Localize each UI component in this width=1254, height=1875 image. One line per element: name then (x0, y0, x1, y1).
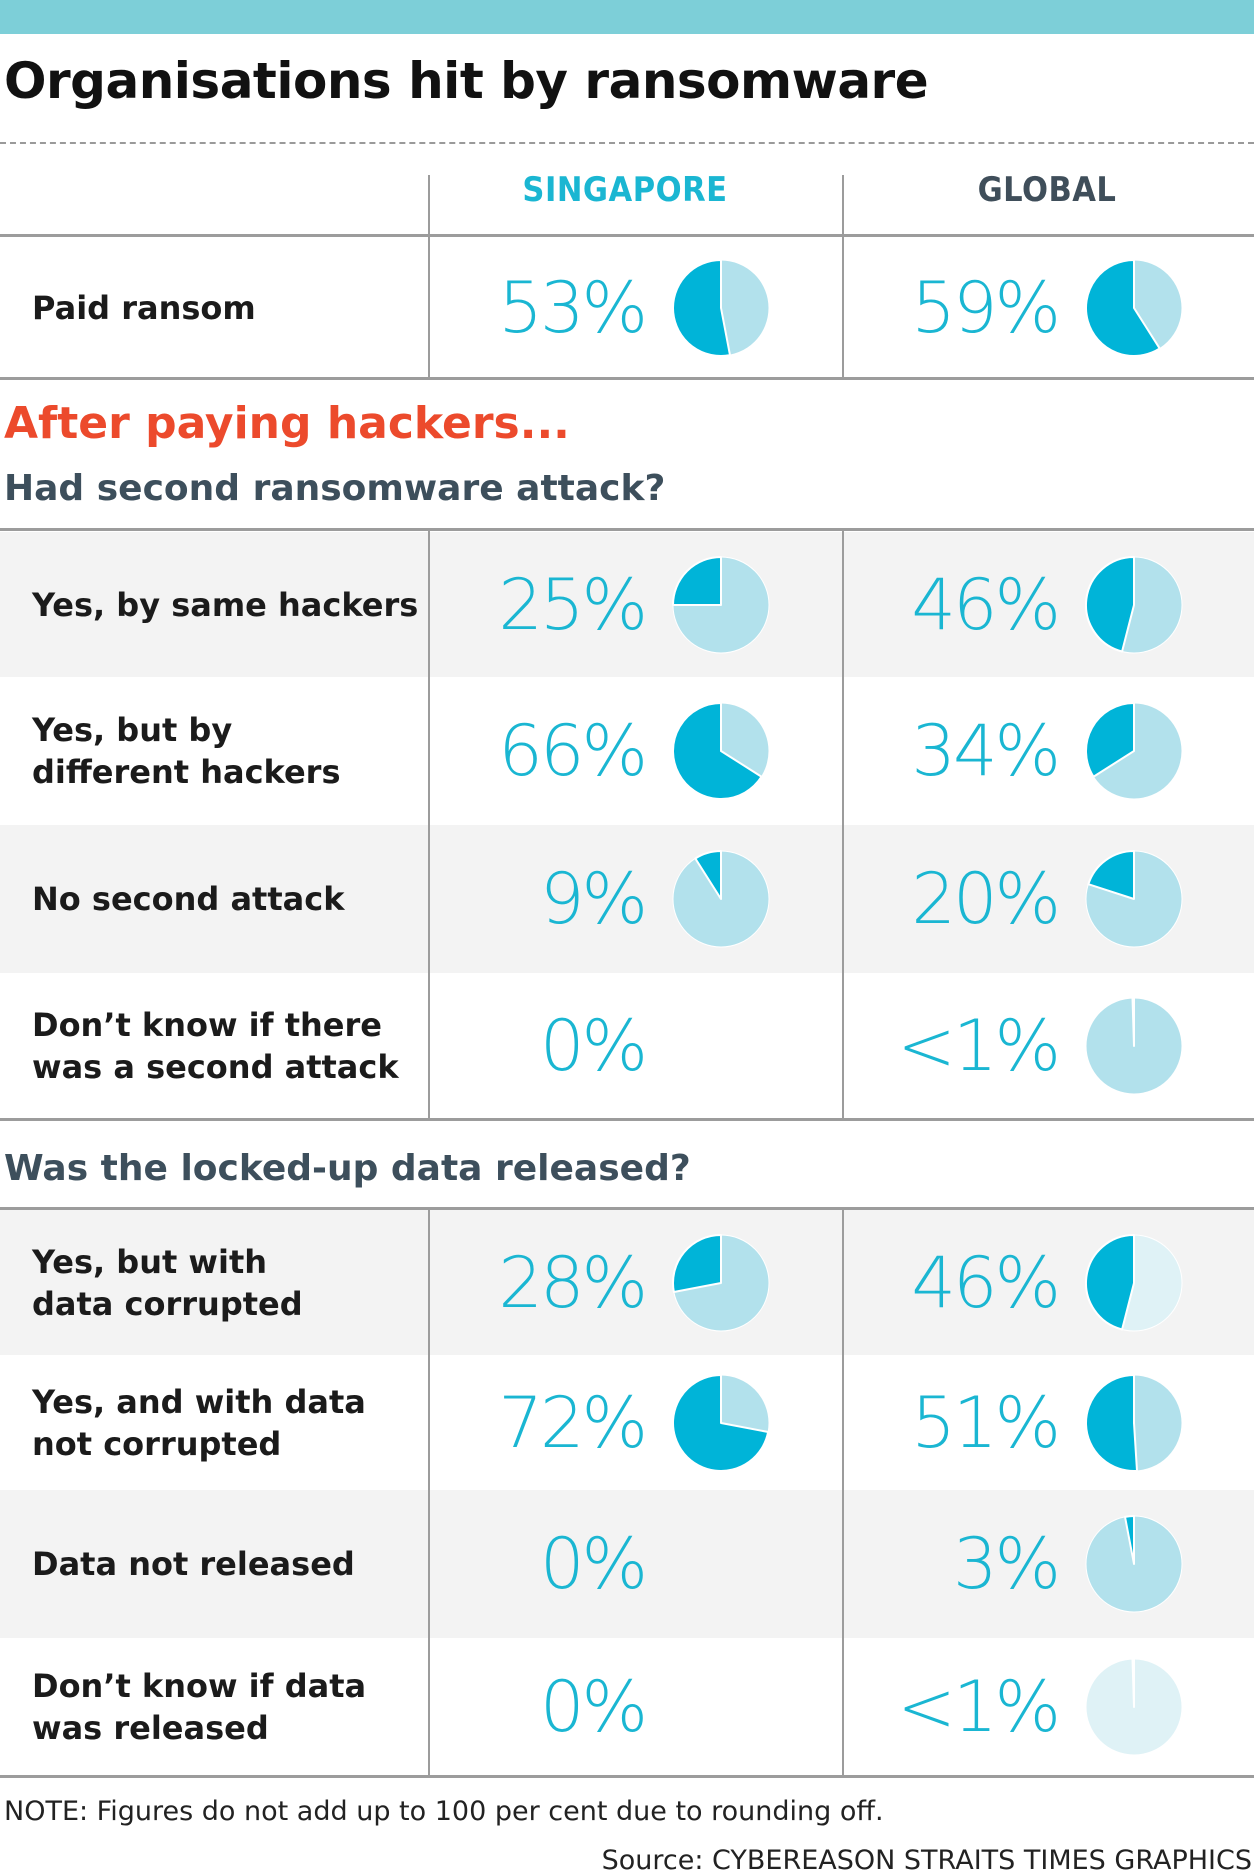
global-pie-yes-but-with-data-corrupted-slice (1085, 1233, 1135, 1330)
chart-title: Organisations hit by ransomware (4, 52, 929, 110)
row-label: Yes, by same hackers (32, 585, 419, 624)
column-divider-right (842, 175, 844, 378)
global-value: 3% (952, 1523, 1061, 1605)
global-pie-yes-but-by-different-hackers (1085, 702, 1183, 800)
singapore-pie-no-second-attack (672, 850, 770, 948)
global-pie-data-not-released (1085, 1515, 1183, 1613)
global-pie-no-second-attack (1085, 850, 1183, 948)
singapore-pie-paid-ransom-slice (672, 259, 731, 357)
singapore-value: 25% (498, 563, 648, 646)
singapore-pie-yes-by-same-hackers-slice (672, 555, 722, 606)
section-heading-second-attack: Had second ransomware attack? (4, 468, 666, 509)
column-header-global: GLOBAL (977, 170, 1117, 210)
section2-bottom-divider (0, 1775, 1254, 1778)
global-value: 20% (911, 858, 1061, 940)
column-divider-left (428, 175, 430, 378)
singapore-pie-yes-and-with-data-not-corrupted-slice (672, 1373, 770, 1472)
global-pie-don-t-know-if-data-was-released (1085, 1657, 1183, 1755)
section2-top-divider (0, 1207, 1254, 1210)
title-divider (0, 142, 1254, 144)
global-pie-no-second-attack-slice (1087, 850, 1135, 900)
global-value: <1% (897, 1004, 1061, 1087)
singapore-pie-yes-but-by-different-hackers-slice (672, 702, 763, 800)
global-pie-paid-ransom (1085, 259, 1183, 357)
table-row-yes-and-with-data-not-corrupted: Yes, and with data not corrupted 72% 51% (0, 1355, 1254, 1490)
row-label: Don’t know if there was a second attack (32, 1005, 399, 1086)
top-accent-bar (0, 0, 1254, 34)
table-row-don-t-know-if-there-was-a-second-attack: Don’t know if there was a second attack 0%… (0, 973, 1254, 1118)
section-heading-data-released: Was the locked-up data released? (4, 1148, 691, 1189)
global-pie-data-not-released-slice (1124, 1515, 1135, 1565)
paid-ransom-divider (0, 377, 1254, 380)
row-label: Yes, but by different hackers (32, 711, 341, 791)
column-divider-left (428, 1209, 430, 1777)
row-label: Data not released (32, 1545, 355, 1583)
row-label: No second attack (32, 880, 345, 918)
singapore-value: 28% (498, 1241, 648, 1324)
singapore-pie-yes-but-by-different-hackers (672, 702, 770, 800)
global-value: 51% (911, 1381, 1061, 1464)
section-heading-after-paying: After paying hackers... (4, 398, 570, 449)
table-row-yes-but-with-data-corrupted: Yes, but with data corrupted 28% 46% (0, 1210, 1254, 1355)
column-divider-right (842, 530, 844, 1120)
singapore-pie-no-second-attack-slice (694, 850, 722, 900)
global-value: 46% (911, 1241, 1061, 1324)
singapore-value: 53% (498, 267, 648, 349)
global-value: 46% (911, 563, 1061, 646)
table-row-no-second-attack: No second attack 9% 20% (0, 825, 1254, 973)
table-row-data-not-released: Data not released 0% 3% (0, 1490, 1254, 1638)
singapore-value: 0% (539, 1665, 648, 1748)
global-pie-don-t-know-if-data-was-released-slice (1131, 1657, 1135, 1708)
row-label: Don’t know if data was released (32, 1666, 367, 1747)
column-divider-right (842, 1209, 844, 1777)
row-label: Yes, and with data not corrupted (32, 1382, 366, 1463)
singapore-value: 72% (498, 1381, 648, 1464)
global-value: 34% (911, 710, 1061, 792)
table-row-don-t-know-if-data-was-released: Don’t know if data was released 0% <1% (0, 1638, 1254, 1775)
global-pie-paid-ransom-slice (1085, 259, 1161, 357)
table-row-paid-ransom: Paid ransom 53% 59% (0, 238, 1254, 378)
singapore-value: 0% (539, 1004, 648, 1087)
header-divider (0, 234, 1254, 237)
footnote: NOTE: Figures do not add up to 100 per c… (4, 1796, 884, 1827)
section1-bottom-divider (0, 1118, 1254, 1121)
table-row-yes-by-same-hackers: Yes, by same hackers 25% 46% (0, 532, 1254, 677)
singapore-pie-paid-ransom (672, 259, 770, 357)
global-pie-don-t-know-if-there-was-a-second-attack (1085, 996, 1183, 1094)
column-header-singapore: SINGAPORE (522, 170, 728, 210)
section1-top-divider (0, 528, 1254, 531)
singapore-pie-yes-by-same-hackers (672, 555, 770, 653)
global-pie-yes-by-same-hackers (1085, 555, 1183, 653)
singapore-pie-yes-but-with-data-corrupted-slice (672, 1233, 722, 1293)
column-divider-left (428, 530, 430, 1120)
singapore-value: 9% (539, 858, 648, 940)
global-pie-yes-and-with-data-not-corrupted (1085, 1373, 1183, 1472)
table-row-yes-but-by-different-hackers: Yes, but by different hackers 66% 34% (0, 677, 1254, 825)
global-pie-yes-by-same-hackers-slice (1085, 555, 1135, 652)
source-credit: Source: CYBEREASON STRAITS TIMES GRAPHIC… (601, 1845, 1252, 1875)
global-pie-yes-but-with-data-corrupted (1085, 1233, 1183, 1331)
singapore-pie-yes-but-with-data-corrupted (672, 1233, 770, 1331)
singapore-pie-yes-and-with-data-not-corrupted (672, 1373, 770, 1472)
global-value: <1% (897, 1665, 1061, 1748)
global-pie-yes-and-with-data-not-corrupted-slice (1085, 1373, 1139, 1472)
row-label: Yes, but with data corrupted (32, 1242, 303, 1323)
singapore-value: 66% (498, 710, 648, 792)
global-pie-don-t-know-if-there-was-a-second-attack-slice (1131, 996, 1135, 1047)
singapore-value: 0% (539, 1523, 648, 1605)
row-label: Paid ransom (32, 289, 256, 327)
global-value: 59% (911, 267, 1061, 349)
global-pie-yes-but-by-different-hackers-slice (1085, 702, 1135, 778)
